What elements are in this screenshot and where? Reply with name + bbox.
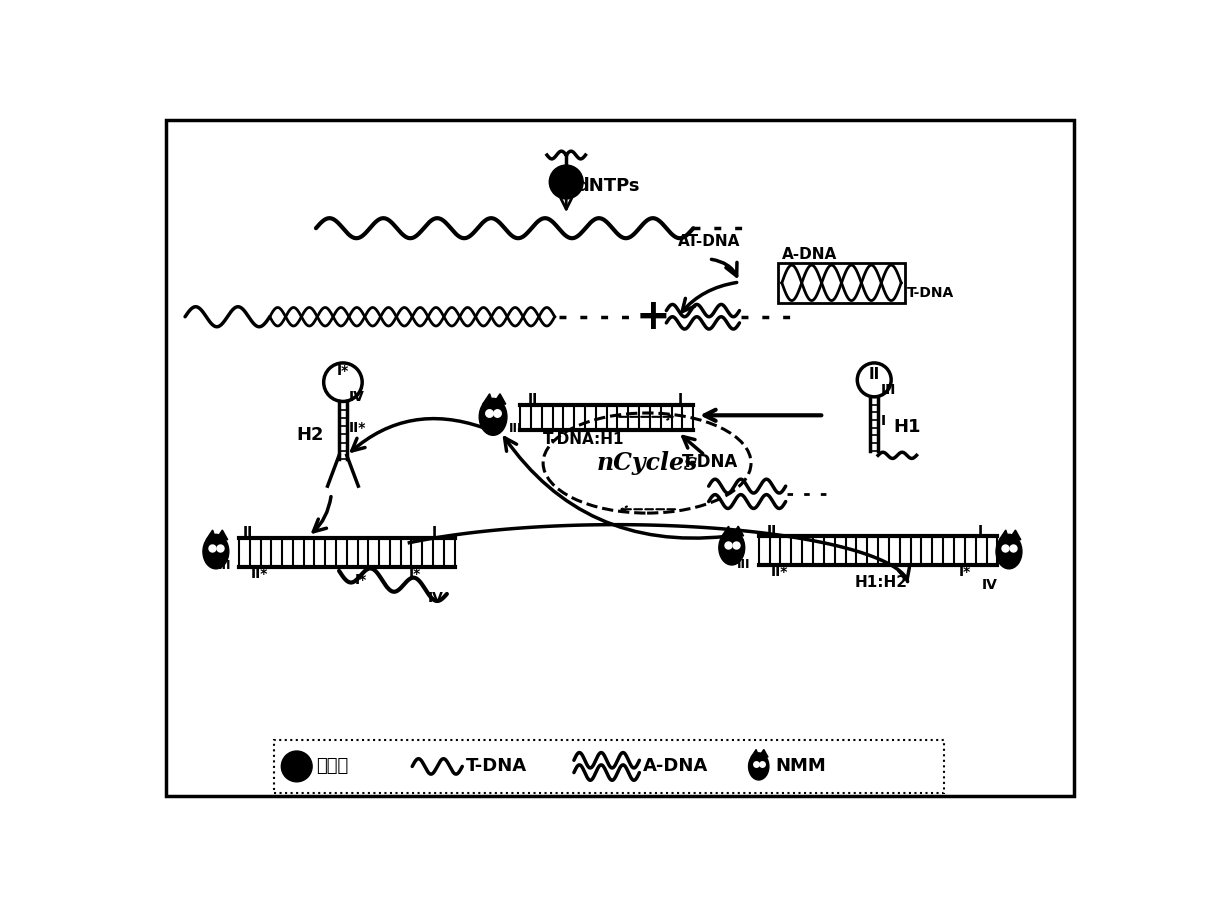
Text: A-DNA: A-DNA: [782, 247, 837, 262]
Text: III: III: [218, 560, 231, 572]
Polygon shape: [215, 530, 227, 540]
Text: T-DNA:H1: T-DNA:H1: [543, 432, 624, 447]
Ellipse shape: [996, 534, 1022, 569]
Ellipse shape: [203, 534, 229, 569]
Text: H1: H1: [893, 418, 921, 436]
Text: I*: I*: [355, 573, 367, 587]
Text: II: II: [869, 367, 880, 382]
Bar: [778, 263, 905, 303]
Text: nCycles: nCycles: [597, 451, 698, 475]
Text: II: II: [766, 523, 777, 538]
Text: I*: I*: [408, 567, 421, 580]
Text: I: I: [678, 392, 682, 406]
Text: H1:H2: H1:H2: [855, 575, 908, 590]
Ellipse shape: [749, 753, 768, 780]
Text: I*: I*: [336, 364, 348, 377]
Text: IV: IV: [427, 590, 444, 605]
Text: II*: II*: [771, 565, 788, 580]
Circle shape: [549, 165, 583, 199]
Text: 荷拹酶: 荷拹酶: [316, 757, 348, 775]
Text: T-DNA: T-DNA: [908, 286, 955, 299]
Text: I*: I*: [958, 565, 972, 580]
Circle shape: [282, 751, 312, 782]
Text: III: III: [881, 383, 895, 396]
Text: NMM: NMM: [776, 757, 826, 775]
Text: II*: II*: [348, 421, 367, 435]
Bar: [273, 740, 944, 793]
Polygon shape: [1009, 530, 1021, 540]
Text: H2: H2: [296, 426, 324, 444]
Text: II: II: [243, 525, 253, 539]
Ellipse shape: [479, 398, 507, 435]
Polygon shape: [492, 394, 506, 405]
Text: AT-DNA: AT-DNA: [678, 234, 741, 249]
Text: I: I: [432, 525, 437, 539]
Text: A-DNA: A-DNA: [644, 757, 709, 775]
Text: dNTPs: dNTPs: [576, 177, 640, 195]
Polygon shape: [206, 530, 215, 540]
Polygon shape: [722, 526, 732, 536]
Polygon shape: [999, 530, 1009, 540]
Text: II*: II*: [250, 567, 267, 580]
Text: III: III: [737, 558, 750, 571]
Text: T-DNA: T-DNA: [466, 757, 528, 775]
Polygon shape: [751, 749, 759, 757]
Polygon shape: [732, 526, 744, 536]
Text: IV: IV: [348, 390, 365, 405]
Ellipse shape: [719, 531, 744, 565]
Text: II: II: [528, 392, 538, 406]
Polygon shape: [483, 394, 492, 405]
Polygon shape: [759, 749, 768, 757]
Text: IV: IV: [983, 578, 998, 591]
Text: T-DNA: T-DNA: [681, 453, 738, 471]
Text: I: I: [881, 414, 886, 427]
Text: I: I: [978, 523, 984, 538]
Text: III: III: [508, 423, 522, 435]
Text: +: +: [636, 296, 670, 337]
